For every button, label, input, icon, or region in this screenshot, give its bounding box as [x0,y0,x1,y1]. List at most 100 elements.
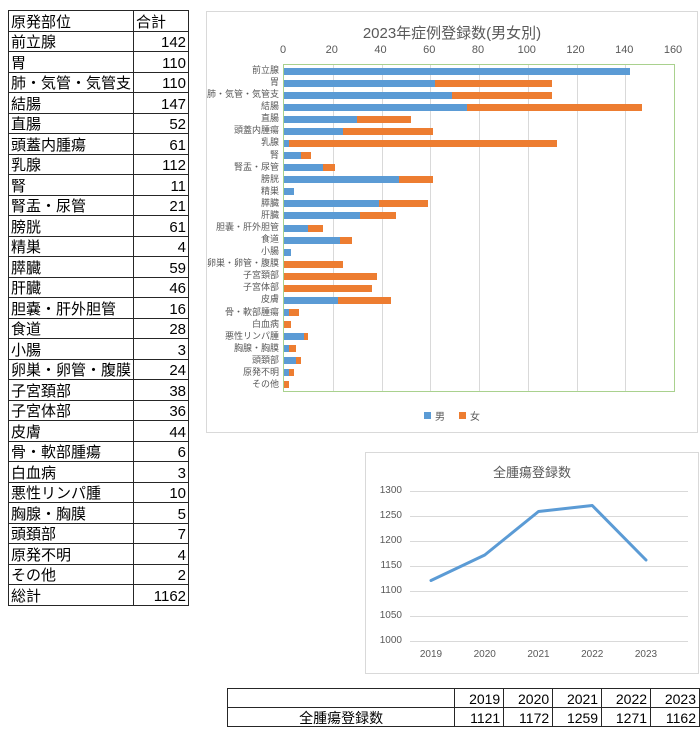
count-cell[interactable]: 24 [133,358,190,380]
count-cell[interactable]: 10 [133,481,190,503]
site-cell[interactable]: 皮膚 [7,420,135,442]
site-cell[interactable]: 腎 [7,174,135,196]
site-cell[interactable]: 肺・気管・気管支 [7,71,135,93]
year-cell[interactable]: 2019 [454,688,505,708]
y-tick-label: 1150 [380,560,402,571]
value-cell[interactable]: 1271 [601,707,652,727]
site-cell[interactable]: 膀胱 [7,215,135,237]
bar-segment-female [288,309,299,317]
y-tick-label: 1200 [379,535,402,546]
site-cell[interactable]: 原発不明 [7,543,135,565]
count-cell[interactable]: 21 [133,194,190,216]
count-cell[interactable]: 3 [133,338,190,360]
site-cell[interactable]: 総計 [7,584,135,606]
count-cell[interactable]: 6 [133,440,190,462]
header-total[interactable]: 合計 [133,10,190,32]
site-cell[interactable]: 悪性リンパ腫 [7,481,135,503]
count-cell[interactable]: 110 [133,51,190,73]
site-cell[interactable]: 小腸 [7,338,135,360]
bar-segment-male [284,200,380,208]
site-cell[interactable]: 精巣 [7,235,135,257]
value-cell[interactable]: 1172 [503,707,554,727]
count-cell[interactable]: 142 [133,30,190,52]
site-cell[interactable]: 頭頚部 [7,522,135,544]
site-cell[interactable]: 胃 [7,51,135,73]
count-cell[interactable]: 61 [133,215,190,237]
count-cell[interactable]: 7 [133,522,190,544]
site-cell[interactable]: 胆嚢・肝外胆管 [7,297,135,319]
gridline [410,566,688,567]
value-cell[interactable]: 1259 [552,707,603,727]
count-cell[interactable]: 36 [133,399,190,421]
count-cell[interactable]: 28 [133,317,190,339]
bar-category-label: 結腸 [260,101,279,112]
site-cell[interactable]: 前立腺 [7,30,135,52]
count-cell[interactable]: 1162 [133,584,190,606]
site-cell[interactable]: 頭蓋内腫瘍 [7,133,135,155]
x-tick-label: 2023 [634,649,658,660]
bar-segment-female [435,79,553,87]
row-label-cell[interactable]: 全腫瘍登録数 [226,707,456,727]
site-cell[interactable]: 乳腺 [7,153,135,175]
count-cell[interactable]: 59 [133,256,190,278]
site-cell[interactable]: 食道 [7,317,135,339]
count-cell[interactable]: 2 [133,563,190,585]
value-cell[interactable]: 1121 [454,707,505,727]
x-tick-label: 2019 [419,649,443,660]
table-header-row: 原発部位 合計 [7,10,190,32]
bar-segment-male [284,67,631,75]
count-cell[interactable]: 147 [133,92,190,114]
table-row: 原発不明 4 [7,543,190,565]
bar-category-label: 胃 [269,77,279,88]
year-cell[interactable]: 2020 [503,688,554,708]
site-cell[interactable]: 卵巣・卵管・腹膜 [7,358,135,380]
bar-segment-female [284,272,377,280]
bar-category-label: 膀胱 [260,173,279,184]
site-cell[interactable]: 子宮体部 [7,399,135,421]
site-cell[interactable]: 胸腺・胸膜 [7,502,135,524]
bar-row [284,309,674,317]
value-cell[interactable]: 1162 [650,707,700,727]
bar-category-label: 白血病 [251,318,279,329]
bar-category-label: 子宮体部 [242,282,279,293]
bar-row [284,139,674,147]
count-cell[interactable]: 11 [133,174,190,196]
gender-bar-chart[interactable]: 2023年症例登録数(男女別) 0 20 40 60 80 100 120 140 160 前立… [206,11,698,433]
count-cell[interactable]: 4 [133,543,190,565]
count-cell[interactable]: 110 [133,71,190,93]
bar-row [284,284,674,292]
count-cell[interactable]: 16 [133,297,190,319]
site-cell[interactable]: その他 [7,563,135,585]
count-cell[interactable]: 44 [133,420,190,442]
site-cell[interactable]: 子宮頚部 [7,379,135,401]
bar-category-label: 悪性リンパ腫 [224,330,279,341]
yearly-registration-table: 2019 2020 2021 2022 2023 全腫瘍登録数 1121 1172 1259 12… [226,688,700,727]
count-cell[interactable]: 3 [133,461,190,483]
site-cell[interactable]: 腎盂・尿管 [7,194,135,216]
year-cell[interactable]: 2023 [650,688,700,708]
trend-line-chart[interactable]: 全腫瘍登録数 1000 1050 1100 1150 1200 1250 1300 2019 2… [365,452,699,674]
site-cell[interactable]: 膵臓 [7,256,135,278]
count-cell[interactable]: 61 [133,133,190,155]
bar-row [284,260,674,268]
empty-cell[interactable] [226,688,456,708]
count-cell[interactable]: 38 [133,379,190,401]
bar-row [284,79,674,87]
year-cell[interactable]: 2021 [552,688,603,708]
year-cell[interactable]: 2022 [601,688,652,708]
site-cell[interactable]: 結腸 [7,92,135,114]
legend-item-female: 女 [459,408,480,423]
count-cell[interactable]: 4 [133,235,190,257]
site-cell[interactable]: 肝臓 [7,276,135,298]
count-cell[interactable]: 52 [133,112,190,134]
bar-row [284,152,674,160]
site-cell[interactable]: 直腸 [7,112,135,134]
count-cell[interactable]: 112 [133,153,190,175]
site-cell[interactable]: 骨・軟部腫瘍 [7,440,135,462]
count-cell[interactable]: 46 [133,276,190,298]
header-primary-site[interactable]: 原発部位 [7,10,135,32]
count-cell[interactable]: 5 [133,502,190,524]
site-cell[interactable]: 白血病 [7,461,135,483]
bar-segment-female [379,200,428,208]
